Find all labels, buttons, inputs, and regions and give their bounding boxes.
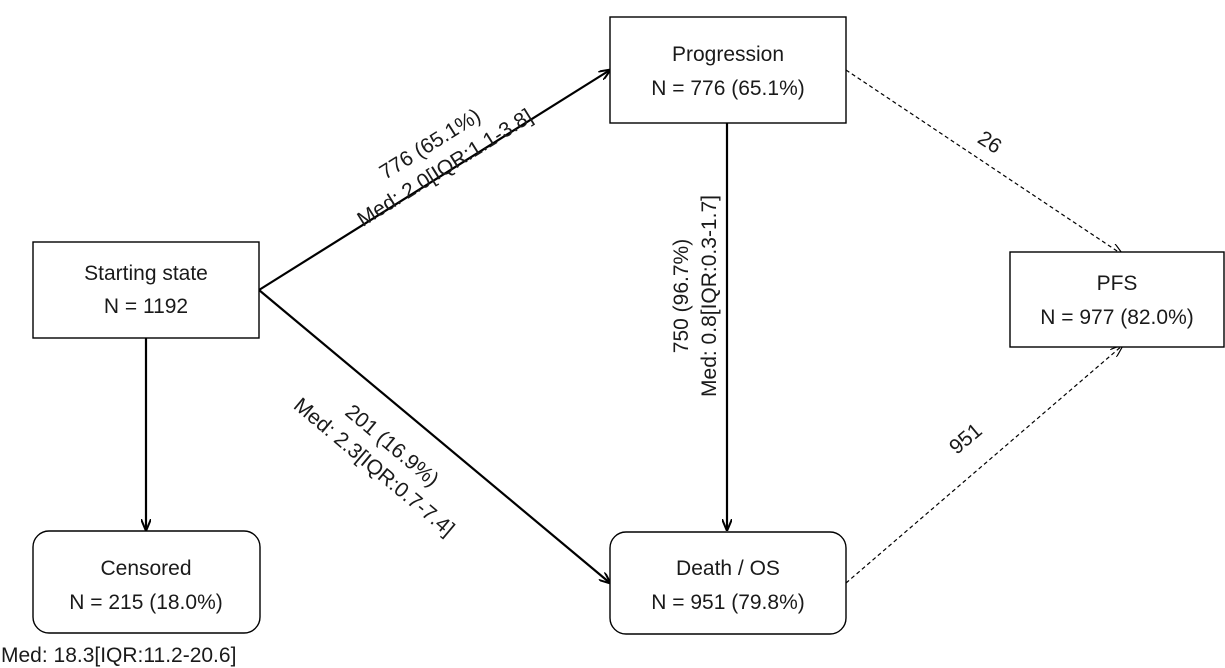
node-progression-title: Progression [672, 43, 784, 66]
edge-label-death-to-pfs: 951 [945, 419, 987, 459]
node-censored-count: N = 215 (18.0%) [69, 591, 223, 614]
arrow-start-to-death [258, 289, 610, 583]
node-progression-count: N = 776 (65.1%) [651, 77, 805, 100]
arrow-death-to-pfs [845, 345, 1123, 584]
node-starting-state: Starting state N = 1192 [32, 241, 260, 339]
node-censored-title: Censored [100, 557, 191, 580]
edge-label-start-to-progression: 776 (65.1%) Med: 2.0[IQR:1.1-3.8] [353, 104, 536, 231]
node-pfs: PFS N = 977 (82.0%) [1009, 251, 1225, 348]
node-death-title: Death / OS [676, 557, 780, 580]
node-starting-title: Starting state [84, 262, 208, 285]
node-pfs-count: N = 977 (82.0%) [1040, 306, 1194, 329]
edge-label-start-to-death: 201 (16.9%) Med: 2.3[IQR:0.7-7.4] [289, 394, 458, 541]
node-censored: Censored N = 215 (18.0%) [32, 530, 261, 634]
edge-progression-pfs-count: 26 [973, 127, 1005, 159]
edge-progression-death-count: 750 (96.7%) [670, 239, 693, 353]
edge-label-progression-to-death: 750 (96.7%) Med: 0.8[IQR:0.3-1.7] [670, 195, 721, 397]
node-pfs-title: PFS [1097, 272, 1138, 295]
node-starting-count: N = 1192 [104, 295, 188, 318]
node-progression: Progression N = 776 (65.1%) [609, 16, 847, 124]
arrow-start-to-progression [258, 70, 610, 291]
edge-progression-death-median: Med: 0.8[IQR:0.3-1.7] [698, 195, 721, 397]
node-death-count: N = 951 (79.8%) [651, 591, 805, 614]
node-censored-note: Med: 18.3[IQR:11.2-20.6] [1, 644, 236, 667]
edge-label-progression-to-pfs: 26 [973, 127, 1005, 159]
edge-death-pfs-count: 951 [945, 419, 987, 459]
arrow-progression-to-pfs [845, 69, 1123, 255]
node-death-os: Death / OS N = 951 (79.8%) [609, 531, 847, 635]
